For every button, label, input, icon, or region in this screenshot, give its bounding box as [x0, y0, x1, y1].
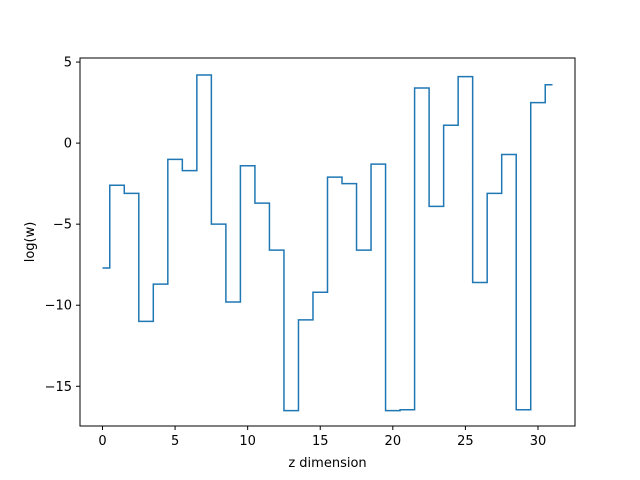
x-tick-label: 30 — [530, 434, 547, 449]
y-axis-label: log(w) — [23, 222, 38, 263]
plot-area — [102, 74, 553, 412]
x-tick-label: 0 — [98, 434, 106, 449]
y-tick-label: 0 — [64, 137, 72, 152]
series-step-line — [102, 74, 553, 412]
x-tick-label: 5 — [171, 434, 179, 449]
y-tick-label: −5 — [53, 218, 72, 233]
x-tick-label: 10 — [239, 434, 256, 449]
y-tick-label: −10 — [45, 299, 72, 314]
y-tick-label: −15 — [45, 380, 72, 395]
x-tick-label: 20 — [385, 434, 402, 449]
x-axis-label: z dimension — [288, 456, 366, 471]
y-tick-label: 5 — [64, 56, 72, 71]
axes-frame — [79, 57, 576, 427]
ticks: 0 5 10 15 20 25 30 5 0 −5 −10 −15 — [45, 56, 547, 449]
x-tick-label: 25 — [457, 434, 474, 449]
x-tick-label: 15 — [312, 434, 329, 449]
